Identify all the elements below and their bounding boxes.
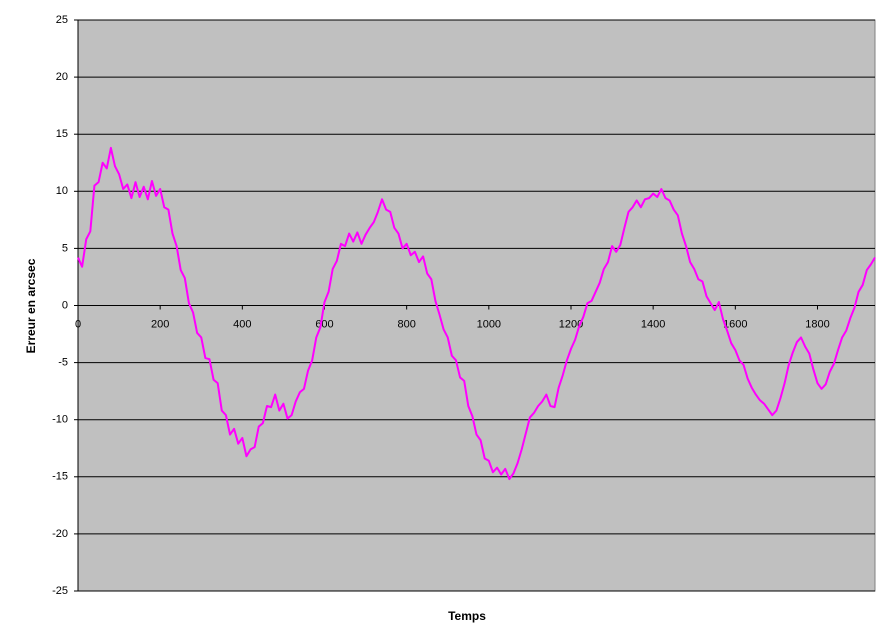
x-axis-title: Temps: [448, 609, 486, 623]
y-tick-label: -5: [58, 357, 68, 369]
y-tick-label: 0: [62, 299, 68, 311]
x-tick-label: 400: [233, 318, 251, 330]
y-tick-label: 20: [56, 71, 68, 83]
x-tick-label: 800: [397, 318, 415, 330]
x-tick-label: 1000: [477, 318, 501, 330]
y-axis-title: Erreur en arcsec: [24, 258, 38, 353]
y-tick-label: 15: [56, 128, 68, 140]
data-line: [77, 146, 876, 481]
x-tick-label: 200: [151, 318, 169, 330]
x-tick-label: 1600: [723, 318, 747, 330]
y-tick-label: 25: [56, 14, 68, 26]
x-tick-label: 0: [75, 318, 81, 330]
y-tick-label: -20: [52, 528, 68, 540]
x-tick-label: 1400: [641, 318, 665, 330]
y-tick-label: 10: [56, 185, 68, 197]
y-tick-label: 5: [62, 242, 68, 254]
y-tick-label: -10: [52, 414, 68, 426]
y-tick-label: -15: [52, 471, 68, 483]
x-tick-label: 600: [315, 318, 333, 330]
x-tick-label: 1200: [559, 318, 583, 330]
y-tick-label: -25: [52, 585, 68, 597]
x-tick-label: 1800: [805, 318, 829, 330]
